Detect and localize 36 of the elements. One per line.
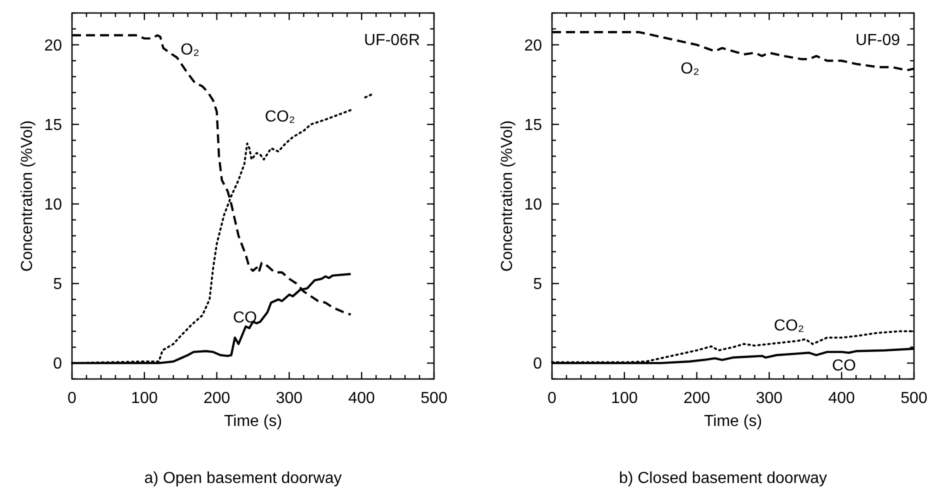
y-tick-label: 0: [533, 356, 542, 373]
x-tick-label: 400: [348, 390, 376, 407]
y-tick-label: 20: [44, 37, 62, 54]
y-tick-label: 15: [44, 116, 62, 134]
text: a) Open basement doorway: [144, 470, 342, 487]
y-tick-label: 15: [524, 116, 542, 134]
series-label: CO₂: [774, 318, 804, 335]
annotation: UF-06R: [364, 32, 420, 49]
x-tick-label: 100: [131, 390, 158, 407]
x-tick-label: 200: [683, 390, 710, 407]
x-axis-title: Time (s): [704, 413, 762, 430]
text: b) Closed basement doorway: [618, 470, 828, 487]
y-axis-title: Concentration (%Vol): [499, 120, 516, 272]
y-tick-label: 0: [53, 356, 62, 373]
series-label: CO₂: [264, 108, 296, 126]
x-tick-label: 500: [420, 390, 448, 407]
y-tick-label: 5: [53, 276, 62, 294]
y-tick-label: 10: [524, 196, 542, 214]
series-label: O₂: [680, 60, 700, 78]
x-tick-label: 400: [828, 390, 856, 407]
x-tick-label: 0: [548, 390, 557, 407]
y-tick-label: 10: [44, 196, 62, 214]
x-tick-label: 100: [611, 390, 638, 407]
annotation: UF-09: [856, 32, 900, 49]
x-tick-label: 300: [276, 390, 303, 407]
series-label: O₂: [180, 42, 200, 59]
y-tick-label: 20: [524, 37, 542, 54]
x-tick-label: 0: [68, 390, 77, 407]
y-tick-label: 5: [533, 276, 542, 294]
x-axis-title: Time (s): [224, 413, 282, 430]
x-tick-label: 500: [900, 390, 928, 407]
series-label: CO: [233, 310, 257, 327]
series-label: CO: [832, 358, 856, 375]
x-tick-label: 200: [203, 390, 230, 407]
y-axis-title: Concentration (%Vol): [19, 120, 36, 272]
x-tick-label: 300: [756, 390, 783, 407]
